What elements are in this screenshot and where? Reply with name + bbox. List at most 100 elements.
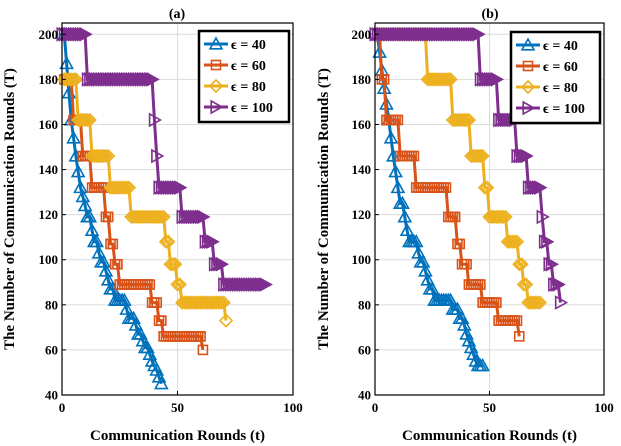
data-point	[408, 150, 420, 162]
data-point	[64, 72, 79, 87]
plot-area	[369, 26, 569, 372]
data-point	[102, 211, 114, 223]
data-point	[415, 254, 431, 268]
legend-entry: ϵ = 60	[516, 60, 578, 75]
y-tick-label: 180	[39, 72, 59, 87]
data-point	[441, 72, 456, 87]
data-point	[146, 72, 160, 87]
legend-label: ϵ = 60	[543, 60, 578, 75]
data-point	[148, 112, 163, 128]
data-point	[516, 277, 531, 292]
y-tick-label: 200	[352, 27, 372, 42]
data-point	[431, 26, 445, 42]
legend-marker	[522, 100, 536, 116]
y-tick-label: 80	[45, 297, 58, 312]
data-point	[371, 26, 385, 42]
y-tick-label: 60	[45, 342, 58, 357]
data-point	[435, 26, 450, 42]
data-point	[59, 55, 74, 70]
data-point	[390, 179, 406, 194]
panel-title: (b)	[481, 7, 498, 22]
data-point	[514, 257, 529, 272]
data-point	[463, 26, 477, 42]
data-point	[442, 26, 456, 42]
data-point	[450, 301, 465, 315]
y-tick-label: 180	[352, 72, 372, 87]
data-point	[415, 26, 429, 42]
data-point	[165, 257, 181, 272]
series-3	[56, 26, 273, 292]
data-point	[461, 112, 477, 128]
data-point	[73, 179, 88, 194]
data-point	[98, 148, 114, 164]
data-point	[66, 130, 81, 144]
data-point	[461, 258, 472, 270]
data-point	[411, 245, 426, 259]
data-point	[369, 26, 383, 42]
data-point	[449, 26, 463, 42]
data-point	[475, 279, 486, 290]
data-point	[534, 180, 548, 195]
data-point	[475, 358, 490, 372]
data-point	[550, 277, 564, 292]
data-point	[509, 234, 525, 249]
data-point	[153, 376, 169, 390]
data-point	[454, 238, 466, 250]
legend-marker	[210, 59, 222, 71]
legend-label: ϵ = 80	[543, 81, 578, 96]
data-point	[117, 180, 132, 195]
data-point	[536, 209, 550, 225]
y-tick-label: 140	[352, 162, 372, 177]
data-point	[527, 180, 541, 195]
legend-entry: ϵ = 80	[204, 78, 266, 95]
y-tick-label: 100	[39, 252, 59, 267]
data-point	[424, 281, 440, 295]
data-point	[456, 26, 470, 42]
data-point	[390, 26, 404, 42]
data-point	[538, 234, 553, 250]
data-point	[479, 72, 493, 87]
data-point	[151, 148, 165, 164]
data-point	[214, 295, 229, 310]
data-point	[511, 315, 523, 326]
data-point	[554, 295, 569, 310]
data-point	[440, 26, 454, 42]
data-point	[98, 263, 114, 277]
data-point	[495, 112, 509, 128]
y-tick-label: 40	[358, 388, 371, 403]
x-tick-label: 50	[171, 400, 184, 415]
data-point	[89, 234, 105, 248]
data-point	[156, 209, 171, 225]
data-point	[418, 263, 433, 277]
data-point	[383, 130, 399, 144]
data-point	[493, 209, 509, 225]
data-point	[498, 209, 513, 225]
data-point	[412, 26, 427, 42]
data-point	[505, 234, 520, 249]
data-point	[531, 180, 546, 195]
data-point	[392, 26, 406, 42]
data-point	[121, 180, 137, 195]
panel-a: 40 60 80 100 120 140 160 180 200 0 50 100 (a) Communi…	[2, 7, 303, 444]
legend: ϵ = 40 ϵ = 60 ϵ = 80 ϵ = 100	[509, 30, 602, 125]
y-tick-label: 80	[358, 297, 371, 312]
x-tick-label: 100	[594, 400, 614, 415]
data-point	[197, 344, 209, 356]
data-point	[493, 112, 507, 128]
data-point	[75, 188, 91, 203]
x-axis-label: Communication Rounds (t)	[90, 428, 265, 444]
data-point	[388, 164, 403, 178]
series-2	[57, 72, 234, 328]
data-point	[530, 295, 545, 310]
data-point	[545, 256, 559, 272]
data-point	[394, 26, 408, 42]
plot-area	[56, 26, 273, 390]
data-point	[470, 148, 486, 164]
data-point	[443, 292, 458, 306]
data-point	[174, 180, 188, 195]
data-point	[496, 209, 511, 225]
data-point	[410, 26, 424, 42]
data-point	[408, 26, 422, 42]
y-tick-label: 100	[352, 252, 372, 267]
data-point	[513, 331, 525, 342]
